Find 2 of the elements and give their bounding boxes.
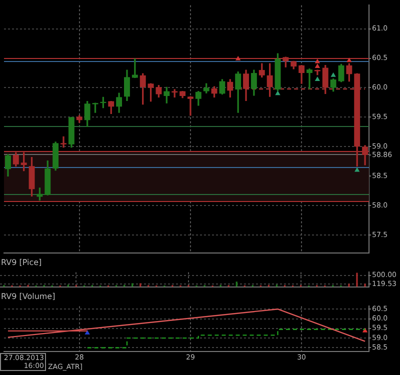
chart-title: RV9 [Pice] — [0, 258, 43, 267]
chart-title: RV9 [Volume] — [0, 292, 56, 301]
